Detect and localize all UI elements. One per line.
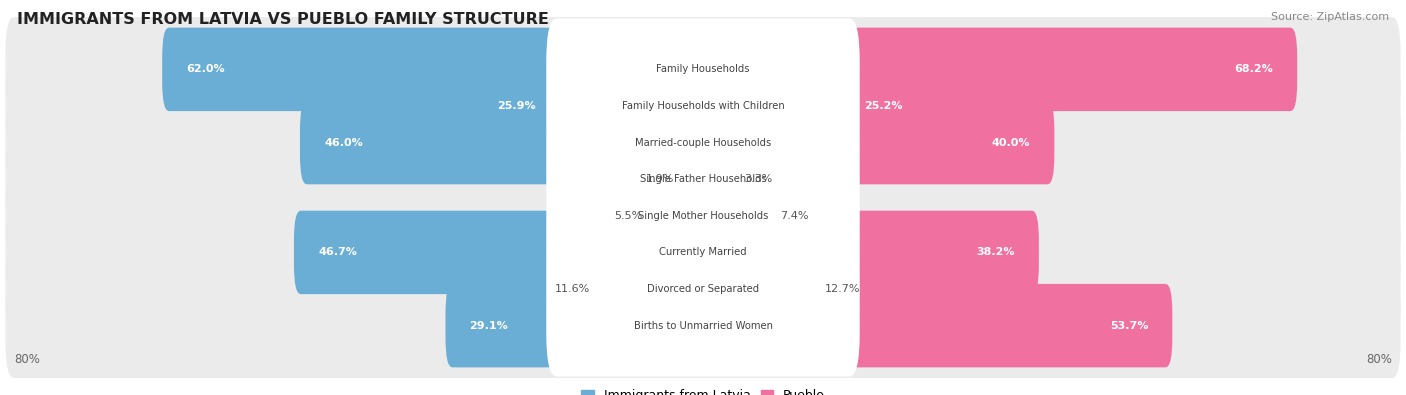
Text: 25.9%: 25.9% — [498, 101, 536, 111]
FancyBboxPatch shape — [547, 165, 859, 267]
Legend: Immigrants from Latvia, Pueblo: Immigrants from Latvia, Pueblo — [576, 384, 830, 395]
Text: 5.5%: 5.5% — [614, 211, 643, 221]
Text: 53.7%: 53.7% — [1109, 321, 1149, 331]
FancyBboxPatch shape — [6, 54, 1400, 158]
FancyBboxPatch shape — [547, 55, 859, 157]
FancyBboxPatch shape — [696, 64, 927, 148]
Text: 25.2%: 25.2% — [865, 101, 903, 111]
FancyBboxPatch shape — [696, 174, 773, 258]
FancyBboxPatch shape — [472, 64, 710, 148]
FancyBboxPatch shape — [6, 17, 1400, 122]
FancyBboxPatch shape — [6, 273, 1400, 378]
Text: 7.4%: 7.4% — [780, 211, 808, 221]
FancyBboxPatch shape — [696, 247, 820, 331]
Text: IMMIGRANTS FROM LATVIA VS PUEBLO FAMILY STRUCTURE: IMMIGRANTS FROM LATVIA VS PUEBLO FAMILY … — [17, 12, 548, 27]
FancyBboxPatch shape — [547, 275, 859, 376]
Text: Family Households: Family Households — [657, 64, 749, 74]
FancyBboxPatch shape — [446, 284, 710, 367]
FancyBboxPatch shape — [299, 101, 710, 184]
Text: 80%: 80% — [14, 353, 39, 366]
Text: 62.0%: 62.0% — [186, 64, 225, 74]
FancyBboxPatch shape — [6, 164, 1400, 268]
FancyBboxPatch shape — [679, 137, 710, 221]
Text: 11.6%: 11.6% — [555, 284, 591, 294]
Text: Married-couple Households: Married-couple Households — [636, 137, 770, 148]
Text: Single Father Households: Single Father Households — [640, 174, 766, 184]
Text: Divorced or Separated: Divorced or Separated — [647, 284, 759, 294]
Text: 80%: 80% — [1367, 353, 1392, 366]
Text: 46.7%: 46.7% — [318, 247, 357, 258]
FancyBboxPatch shape — [547, 19, 859, 120]
FancyBboxPatch shape — [696, 211, 1039, 294]
FancyBboxPatch shape — [547, 128, 859, 230]
FancyBboxPatch shape — [294, 211, 710, 294]
FancyBboxPatch shape — [596, 247, 710, 331]
Text: Single Mother Households: Single Mother Households — [638, 211, 768, 221]
FancyBboxPatch shape — [547, 201, 859, 303]
Text: Currently Married: Currently Married — [659, 247, 747, 258]
FancyBboxPatch shape — [6, 237, 1400, 341]
Text: 29.1%: 29.1% — [470, 321, 509, 331]
Text: 40.0%: 40.0% — [991, 137, 1031, 148]
FancyBboxPatch shape — [696, 101, 1054, 184]
Text: Family Households with Children: Family Households with Children — [621, 101, 785, 111]
Text: Births to Unmarried Women: Births to Unmarried Women — [634, 321, 772, 331]
FancyBboxPatch shape — [696, 284, 1173, 367]
FancyBboxPatch shape — [162, 28, 710, 111]
Text: 38.2%: 38.2% — [976, 247, 1015, 258]
Text: Source: ZipAtlas.com: Source: ZipAtlas.com — [1271, 12, 1389, 22]
Text: 3.3%: 3.3% — [744, 174, 772, 184]
FancyBboxPatch shape — [696, 28, 1298, 111]
FancyBboxPatch shape — [648, 174, 710, 258]
FancyBboxPatch shape — [547, 238, 859, 340]
Text: 46.0%: 46.0% — [323, 137, 363, 148]
FancyBboxPatch shape — [6, 90, 1400, 195]
FancyBboxPatch shape — [6, 200, 1400, 305]
Text: 12.7%: 12.7% — [825, 284, 860, 294]
FancyBboxPatch shape — [6, 127, 1400, 231]
FancyBboxPatch shape — [696, 137, 738, 221]
Text: 1.9%: 1.9% — [645, 174, 673, 184]
FancyBboxPatch shape — [547, 92, 859, 194]
Text: 68.2%: 68.2% — [1234, 64, 1272, 74]
